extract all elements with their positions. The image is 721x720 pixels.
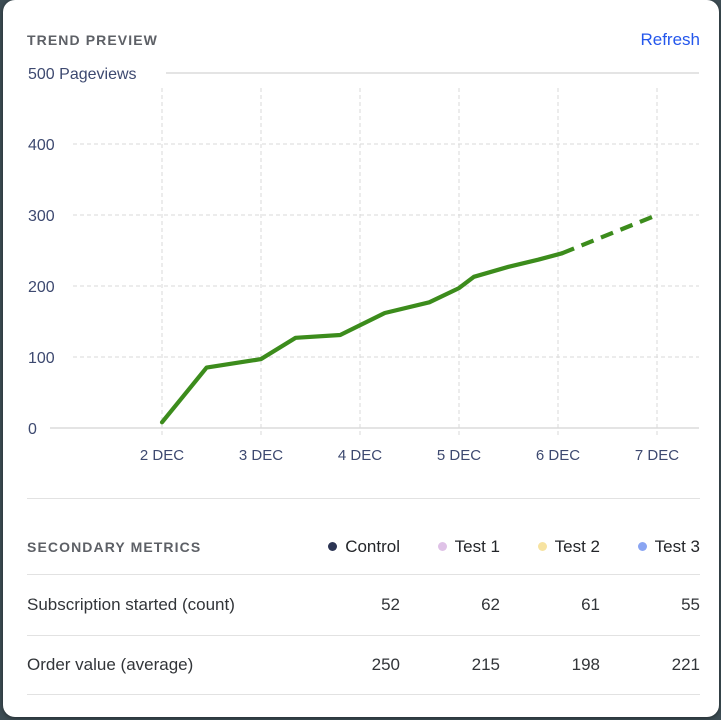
legend-label: Test 3 xyxy=(654,536,700,556)
x-tick-label: 3 DEC xyxy=(239,447,283,464)
table-row: Order value (average) 250 215 198 221 xyxy=(27,636,700,695)
section-title-secondary-metrics: SECONDARY METRICS xyxy=(27,538,202,555)
metric-value: 55 xyxy=(681,595,700,614)
metric-value: 215 xyxy=(471,655,500,674)
legend-dot-icon xyxy=(537,542,547,551)
y-tick-label: 400 xyxy=(28,137,55,154)
metric-label: Order value (average) xyxy=(27,655,194,674)
x-tick-label: 5 DEC xyxy=(437,447,481,464)
secondary-metrics-header: SECONDARY METRICS Control Test 1 Test 2 … xyxy=(27,498,700,575)
secondary-metrics-table: Subscription started (count) 52 62 61 55 Or… xyxy=(27,575,700,695)
y-tick-label: 0 xyxy=(28,421,37,438)
y-tick-label: 100 xyxy=(28,350,55,367)
legend-label: Test 2 xyxy=(554,536,600,556)
section-title-trend-preview: TREND PREVIEW xyxy=(27,32,158,48)
metric-value: 52 xyxy=(381,595,400,614)
trend-preview-card: TREND PREVIEW Refresh 2 DEC 3 DEC 4 DEC 5 D… xyxy=(3,0,719,717)
legend-dot-icon xyxy=(637,542,647,551)
secondary-metrics-section: SECONDARY METRICS Control Test 1 Test 2 … xyxy=(3,498,719,717)
trend-line-chart: 2 DEC 3 DEC 4 DEC 5 DEC 6 DEC 7 DEC 500 Pagevi… xyxy=(28,66,699,464)
table-row: Subscription started (count) 52 62 61 55 xyxy=(27,575,700,636)
legend-label: Control xyxy=(345,536,400,556)
y-axis-label: 500 Pageviews xyxy=(28,66,137,83)
legend-label: Test 1 xyxy=(454,536,500,556)
metric-label: Subscription started (count) xyxy=(27,595,235,614)
x-tick-label: 6 DEC xyxy=(536,447,580,464)
y-tick-label: 200 xyxy=(28,279,55,296)
trend-line-pageviews-projected xyxy=(561,213,658,256)
metric-value: 62 xyxy=(481,595,500,614)
metric-value: 221 xyxy=(671,655,700,674)
refresh-button[interactable]: Refresh xyxy=(640,30,700,49)
x-tick-label: 2 DEC xyxy=(140,447,184,464)
card-header: TREND PREVIEW Refresh xyxy=(27,28,700,52)
legend-item: Test 3 xyxy=(637,536,700,557)
legend-item: Test 1 xyxy=(437,536,500,557)
metric-value: 61 xyxy=(581,595,600,614)
trend-line-pageviews-actual xyxy=(159,251,565,425)
legend-dot-icon xyxy=(328,542,338,551)
metric-value: 198 xyxy=(571,655,600,674)
x-tick-label: 7 DEC xyxy=(635,447,679,464)
y-tick-label: 300 xyxy=(28,208,55,225)
metric-value: 250 xyxy=(371,655,400,674)
legend-item: Test 2 xyxy=(537,536,600,557)
x-tick-label: 4 DEC xyxy=(338,447,382,464)
legend-dot-icon xyxy=(437,542,447,551)
legend-item: Control xyxy=(328,537,400,557)
